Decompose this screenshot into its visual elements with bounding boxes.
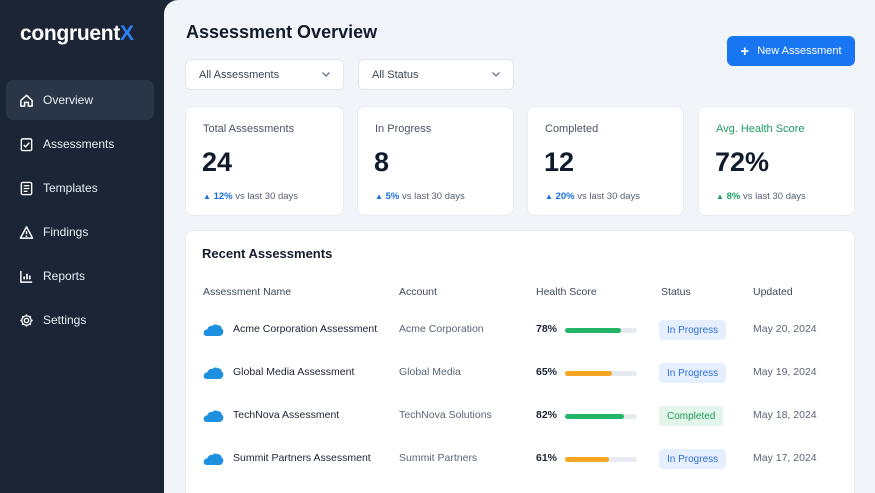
stat-label: In Progress bbox=[375, 123, 432, 135]
assessment-name[interactable]: Summit Partners Assessment bbox=[233, 452, 371, 464]
stat-delta: ▲ 12% vs last 30 days bbox=[203, 191, 299, 202]
section-title: Recent Assessments bbox=[202, 246, 333, 261]
sidebar-item-label: Reports bbox=[43, 269, 86, 283]
status-badge: In Progress bbox=[659, 363, 727, 383]
column-header[interactable]: Status bbox=[661, 286, 691, 298]
table-row[interactable]: Acme Corporation Assessment Acme Corporat… bbox=[186, 310, 856, 353]
account-name: Summit Partners bbox=[399, 452, 478, 464]
updated-date: May 17, 2024 bbox=[753, 452, 817, 464]
updated-date: May 19, 2024 bbox=[753, 366, 817, 378]
stat-label: Completed bbox=[545, 123, 599, 135]
sidebar: congruentX Overview Assessments Template… bbox=[0, 0, 164, 493]
health-score-value: 61% bbox=[536, 452, 558, 464]
stat-label: Avg. Health Score bbox=[716, 123, 805, 135]
trend-up-icon: ▲ bbox=[203, 192, 211, 201]
sidebar-nav: Overview Assessments Templates Findings … bbox=[6, 80, 154, 344]
assessment-name[interactable]: TechNova Assessment bbox=[233, 409, 340, 421]
updated-date: May 20, 2024 bbox=[753, 323, 817, 335]
stat-value: 8 bbox=[374, 147, 390, 177]
assessments-filter-select[interactable]: All Assessments bbox=[185, 59, 344, 90]
stat-card-completed: Completed 12 ▲ 20% vs last 30 days bbox=[527, 106, 684, 216]
account-name: Acme Corporation bbox=[399, 323, 484, 335]
stat-card-in-progress: In Progress 8 ▲ 5% vs last 30 days bbox=[357, 106, 514, 216]
health-score-bar-fill bbox=[565, 457, 609, 462]
updated-date: May 18, 2024 bbox=[753, 409, 817, 421]
chevron-down-icon bbox=[492, 72, 500, 77]
health-score-bar-fill bbox=[565, 371, 612, 376]
column-header[interactable]: Account bbox=[399, 286, 437, 298]
clipboard-check-icon bbox=[18, 136, 34, 152]
health-score-bar bbox=[565, 414, 637, 419]
stat-delta: ▲ 8% vs last 30 days bbox=[716, 191, 806, 202]
sidebar-item-overview[interactable]: Overview bbox=[6, 80, 154, 120]
page-title: Assessment Overview bbox=[186, 22, 378, 42]
salesforce-cloud-icon bbox=[203, 410, 224, 422]
trend-up-icon: ▲ bbox=[545, 192, 553, 201]
health-score-bar bbox=[565, 371, 637, 376]
sidebar-item-label: Assessments bbox=[43, 137, 115, 151]
status-badge: In Progress bbox=[659, 320, 727, 340]
account-name: TechNova Solutions bbox=[399, 409, 492, 421]
stat-label: Total Assessments bbox=[203, 123, 295, 135]
health-score-value: 65% bbox=[536, 366, 558, 378]
sidebar-item-settings[interactable]: Settings bbox=[6, 300, 154, 340]
health-score-bar-fill bbox=[565, 328, 622, 333]
health-score-value: 78% bbox=[536, 323, 558, 335]
plus-icon: + bbox=[740, 42, 750, 60]
chart-icon bbox=[18, 268, 34, 284]
table-row[interactable]: TechNova Assessment TechNova Solutions 82%… bbox=[186, 396, 856, 439]
stat-card-health-score: Avg. Health Score 72% ▲ 8% vs last 30 da… bbox=[698, 106, 855, 216]
table-row[interactable]: Global Media Assessment Global Media 65% In… bbox=[186, 353, 856, 396]
stat-value: 12 bbox=[544, 147, 575, 177]
account-name: Global Media bbox=[399, 366, 461, 378]
recent-assessments-table: Recent Assessments Assessment Name Accou… bbox=[185, 230, 855, 493]
sidebar-item-label: Templates bbox=[43, 181, 98, 195]
salesforce-cloud-icon bbox=[203, 324, 224, 336]
column-header[interactable]: Assessment Name bbox=[203, 286, 292, 298]
column-header[interactable]: Health Score bbox=[536, 286, 597, 298]
status-badge: Completed bbox=[659, 406, 724, 426]
health-score-bar-fill bbox=[565, 414, 625, 419]
sidebar-item-findings[interactable]: Findings bbox=[6, 212, 154, 252]
sidebar-item-reports[interactable]: Reports bbox=[6, 256, 154, 296]
home-icon bbox=[18, 92, 34, 108]
app-logo[interactable]: congruentX bbox=[20, 22, 134, 45]
health-score-bar bbox=[565, 457, 637, 462]
stat-delta: ▲ 20% vs last 30 days bbox=[545, 191, 641, 202]
health-score-value: 82% bbox=[536, 409, 558, 421]
health-score-bar bbox=[565, 328, 637, 333]
stat-card-total: Total Assessments 24 ▲ 12% vs last 30 da… bbox=[185, 106, 344, 216]
document-icon bbox=[18, 180, 34, 196]
assessment-name[interactable]: Global Media Assessment bbox=[233, 366, 355, 378]
sidebar-item-templates[interactable]: Templates bbox=[6, 168, 154, 208]
status-badge: In Progress bbox=[659, 449, 727, 469]
salesforce-cloud-icon bbox=[203, 367, 224, 379]
stat-delta: ▲ 5% vs last 30 days bbox=[375, 191, 465, 202]
sidebar-item-label: Overview bbox=[43, 93, 94, 107]
sidebar-item-label: Settings bbox=[43, 313, 87, 327]
stat-value: 72% bbox=[715, 147, 770, 177]
gear-icon bbox=[18, 312, 34, 328]
main-content: Assessment Overview + New Assessment All… bbox=[164, 0, 875, 493]
chevron-down-icon bbox=[322, 72, 330, 77]
table-row[interactable]: Summit Partners Assessment Summit Partner… bbox=[186, 439, 856, 482]
sidebar-item-label: Findings bbox=[43, 225, 89, 239]
assessment-name[interactable]: Acme Corporation Assessment bbox=[233, 323, 378, 335]
column-header[interactable]: Updated bbox=[753, 286, 793, 298]
status-filter-select[interactable]: All Status bbox=[358, 59, 514, 90]
warning-icon bbox=[18, 224, 34, 240]
new-assessment-button[interactable]: + New Assessment bbox=[727, 36, 855, 66]
trend-up-icon: ▲ bbox=[375, 192, 383, 201]
trend-up-icon: ▲ bbox=[716, 192, 724, 201]
sidebar-item-assessments[interactable]: Assessments bbox=[6, 124, 154, 164]
stat-value: 24 bbox=[202, 147, 233, 177]
salesforce-cloud-icon bbox=[203, 453, 224, 465]
